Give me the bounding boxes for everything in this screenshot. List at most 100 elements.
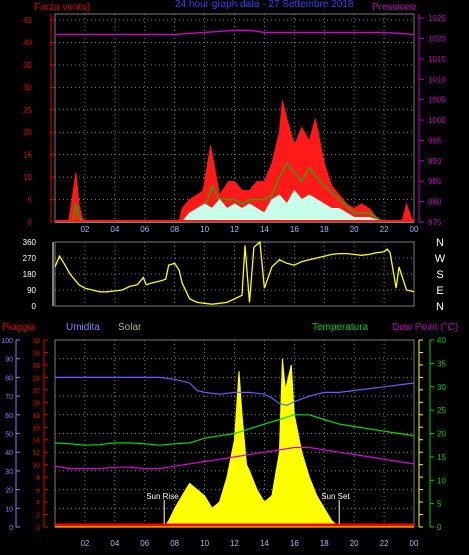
dewpoint-line [54,446,415,470]
compass-label: N [436,237,444,249]
direction-axis-tick-label: 0 [32,302,37,311]
x-tick-label: 10 [200,539,209,548]
pressure-axis-title: Pressione [372,2,417,13]
wind-axis-tick-label: 40 [23,38,32,47]
wind-chart-left-title: Forza vento) [34,2,90,13]
pressure-axis-tick-label: 1015 [428,55,446,64]
sun-set-label: Sun Set [321,492,350,501]
direction-axis-tick-label: 270 [23,254,37,263]
x-tick-label: 22 [380,539,389,548]
x-tick-label: 14 [260,539,269,548]
humidity-axis-tick-label: 60 [5,413,13,420]
compass-label: S [436,269,443,281]
x-tick-label: 06 [140,539,149,548]
humidity-axis-tick-label: 70 [5,394,13,401]
temperature-axis-tick-label: 20 [437,430,446,439]
wind-axis-tick-label: 20 [23,128,32,137]
rain-axis-tick-label: 4 [36,500,40,507]
rain-axis-tick-label: 14 [32,438,40,445]
x-tick-label: 20 [350,225,359,234]
wind-direction-line [54,240,415,305]
x-tick-label: 16 [290,225,299,234]
x-tick-label: 02 [80,539,89,548]
climate-panel: Pioggia Umidita Solar Temperatura Dew Point … [1,322,458,548]
solar-radiation-area [55,358,414,528]
rain-axis-tick-label: 18 [32,413,40,420]
rain-axis-tick-label: 8 [36,475,40,482]
temperature-axis-tick-label: 30 [437,383,446,392]
wind-axis-tick-label: 25 [23,106,32,115]
rain-axis-tick-label: 24 [32,375,40,382]
humidity-axis-tick-label: 100 [1,338,13,345]
humidity-axis-tick-label: 0 [9,525,13,532]
humidity-axis-title: Umidita [66,322,100,333]
pressure-axis-tick-label: 995 [428,136,442,145]
x-tick-label: 10 [200,225,209,234]
temperature-line [54,414,415,446]
compass-label: W [435,253,446,265]
pressure-axis-tick-label: 980 [428,198,442,207]
humidity-line [55,376,415,407]
x-tick-label: 16 [290,539,299,548]
x-tick-label: 18 [320,539,329,548]
temperature-axis-tick-label: 15 [437,453,446,462]
rain-axis-tick-label: 28 [32,350,40,357]
compass-label: N [436,301,444,313]
rain-axis-tick-label: 26 [32,363,40,370]
humidity-axis-tick-label: 20 [5,488,13,495]
temperature-axis-tick-label: 0 [437,523,442,532]
rain-axis-tick-label: 6 [36,488,40,495]
humidity-axis-tick-label: 40 [5,450,13,457]
x-tick-label: 02 [80,225,89,234]
rain-axis-tick-label: 22 [32,388,40,395]
x-tick-label: 22 [380,225,389,234]
temperature-axis-tick-label: 35 [437,359,446,368]
x-tick-label: 12 [230,539,239,548]
solar-axis-title: Solar [118,322,142,333]
rain-axis-title: Pioggia [2,322,36,333]
rain-axis-tick-label: 12 [32,450,40,457]
pressure-axis-tick-label: 975 [428,218,442,227]
pressure-axis-tick-label: 1025 [428,14,446,23]
rain-axis-tick-label: 20 [32,400,40,407]
wind-axis-tick-label: 30 [23,83,32,92]
x-tick-label: 00 [410,225,419,234]
temperature-axis-tick-label: 5 [437,500,442,509]
x-tick-label: 06 [140,225,149,234]
x-tick-label: 20 [350,539,359,548]
x-tick-label: 08 [170,539,179,548]
pressure-axis-tick-label: 1000 [428,116,446,125]
humidity-axis-tick-label: 50 [5,432,13,439]
x-tick-label: 04 [110,225,119,234]
x-tick-label: 12 [230,225,239,234]
direction-axis-tick-label: 360 [23,238,37,247]
x-tick-label: 18 [320,225,329,234]
wind-axis-tick-label: 10 [23,173,32,182]
wind-pressure-panel: 0510152025303540459759809859909951000100… [23,13,446,234]
wind-axis-tick-label: 5 [28,196,33,205]
sun-rise-label: Sun Rise [146,492,179,501]
wind-axis-tick-label: 0 [28,218,33,227]
temperature-axis-tick-label: 10 [437,476,446,485]
rain-axis-tick-label: 16 [32,425,40,432]
pressure-axis-tick-label: 1010 [428,75,446,84]
rain-axis-tick-label: 2 [36,513,40,520]
humidity-axis-tick-label: 80 [5,375,13,382]
pressure-axis-tick-label: 1020 [428,34,446,43]
x-tick-label: 14 [260,225,269,234]
wind-axis-tick-label: 15 [23,151,32,160]
pressure-axis-tick-label: 1005 [428,96,446,105]
direction-axis-tick-label: 90 [27,286,36,295]
humidity-axis-tick-label: 30 [5,469,13,476]
rain-axis-tick-label: 30 [32,338,40,345]
wind-axis-tick-label: 35 [23,61,32,70]
chart-main-title: 24 hour graph data - 27 Settembre 2018 [175,0,354,10]
temperature-axis-tick-label: 40 [437,336,446,345]
x-tick-label: 00 [410,539,419,548]
x-tick-label: 08 [170,225,179,234]
pressure-line [55,29,415,36]
temperature-axis-tick-label: 25 [437,406,446,415]
